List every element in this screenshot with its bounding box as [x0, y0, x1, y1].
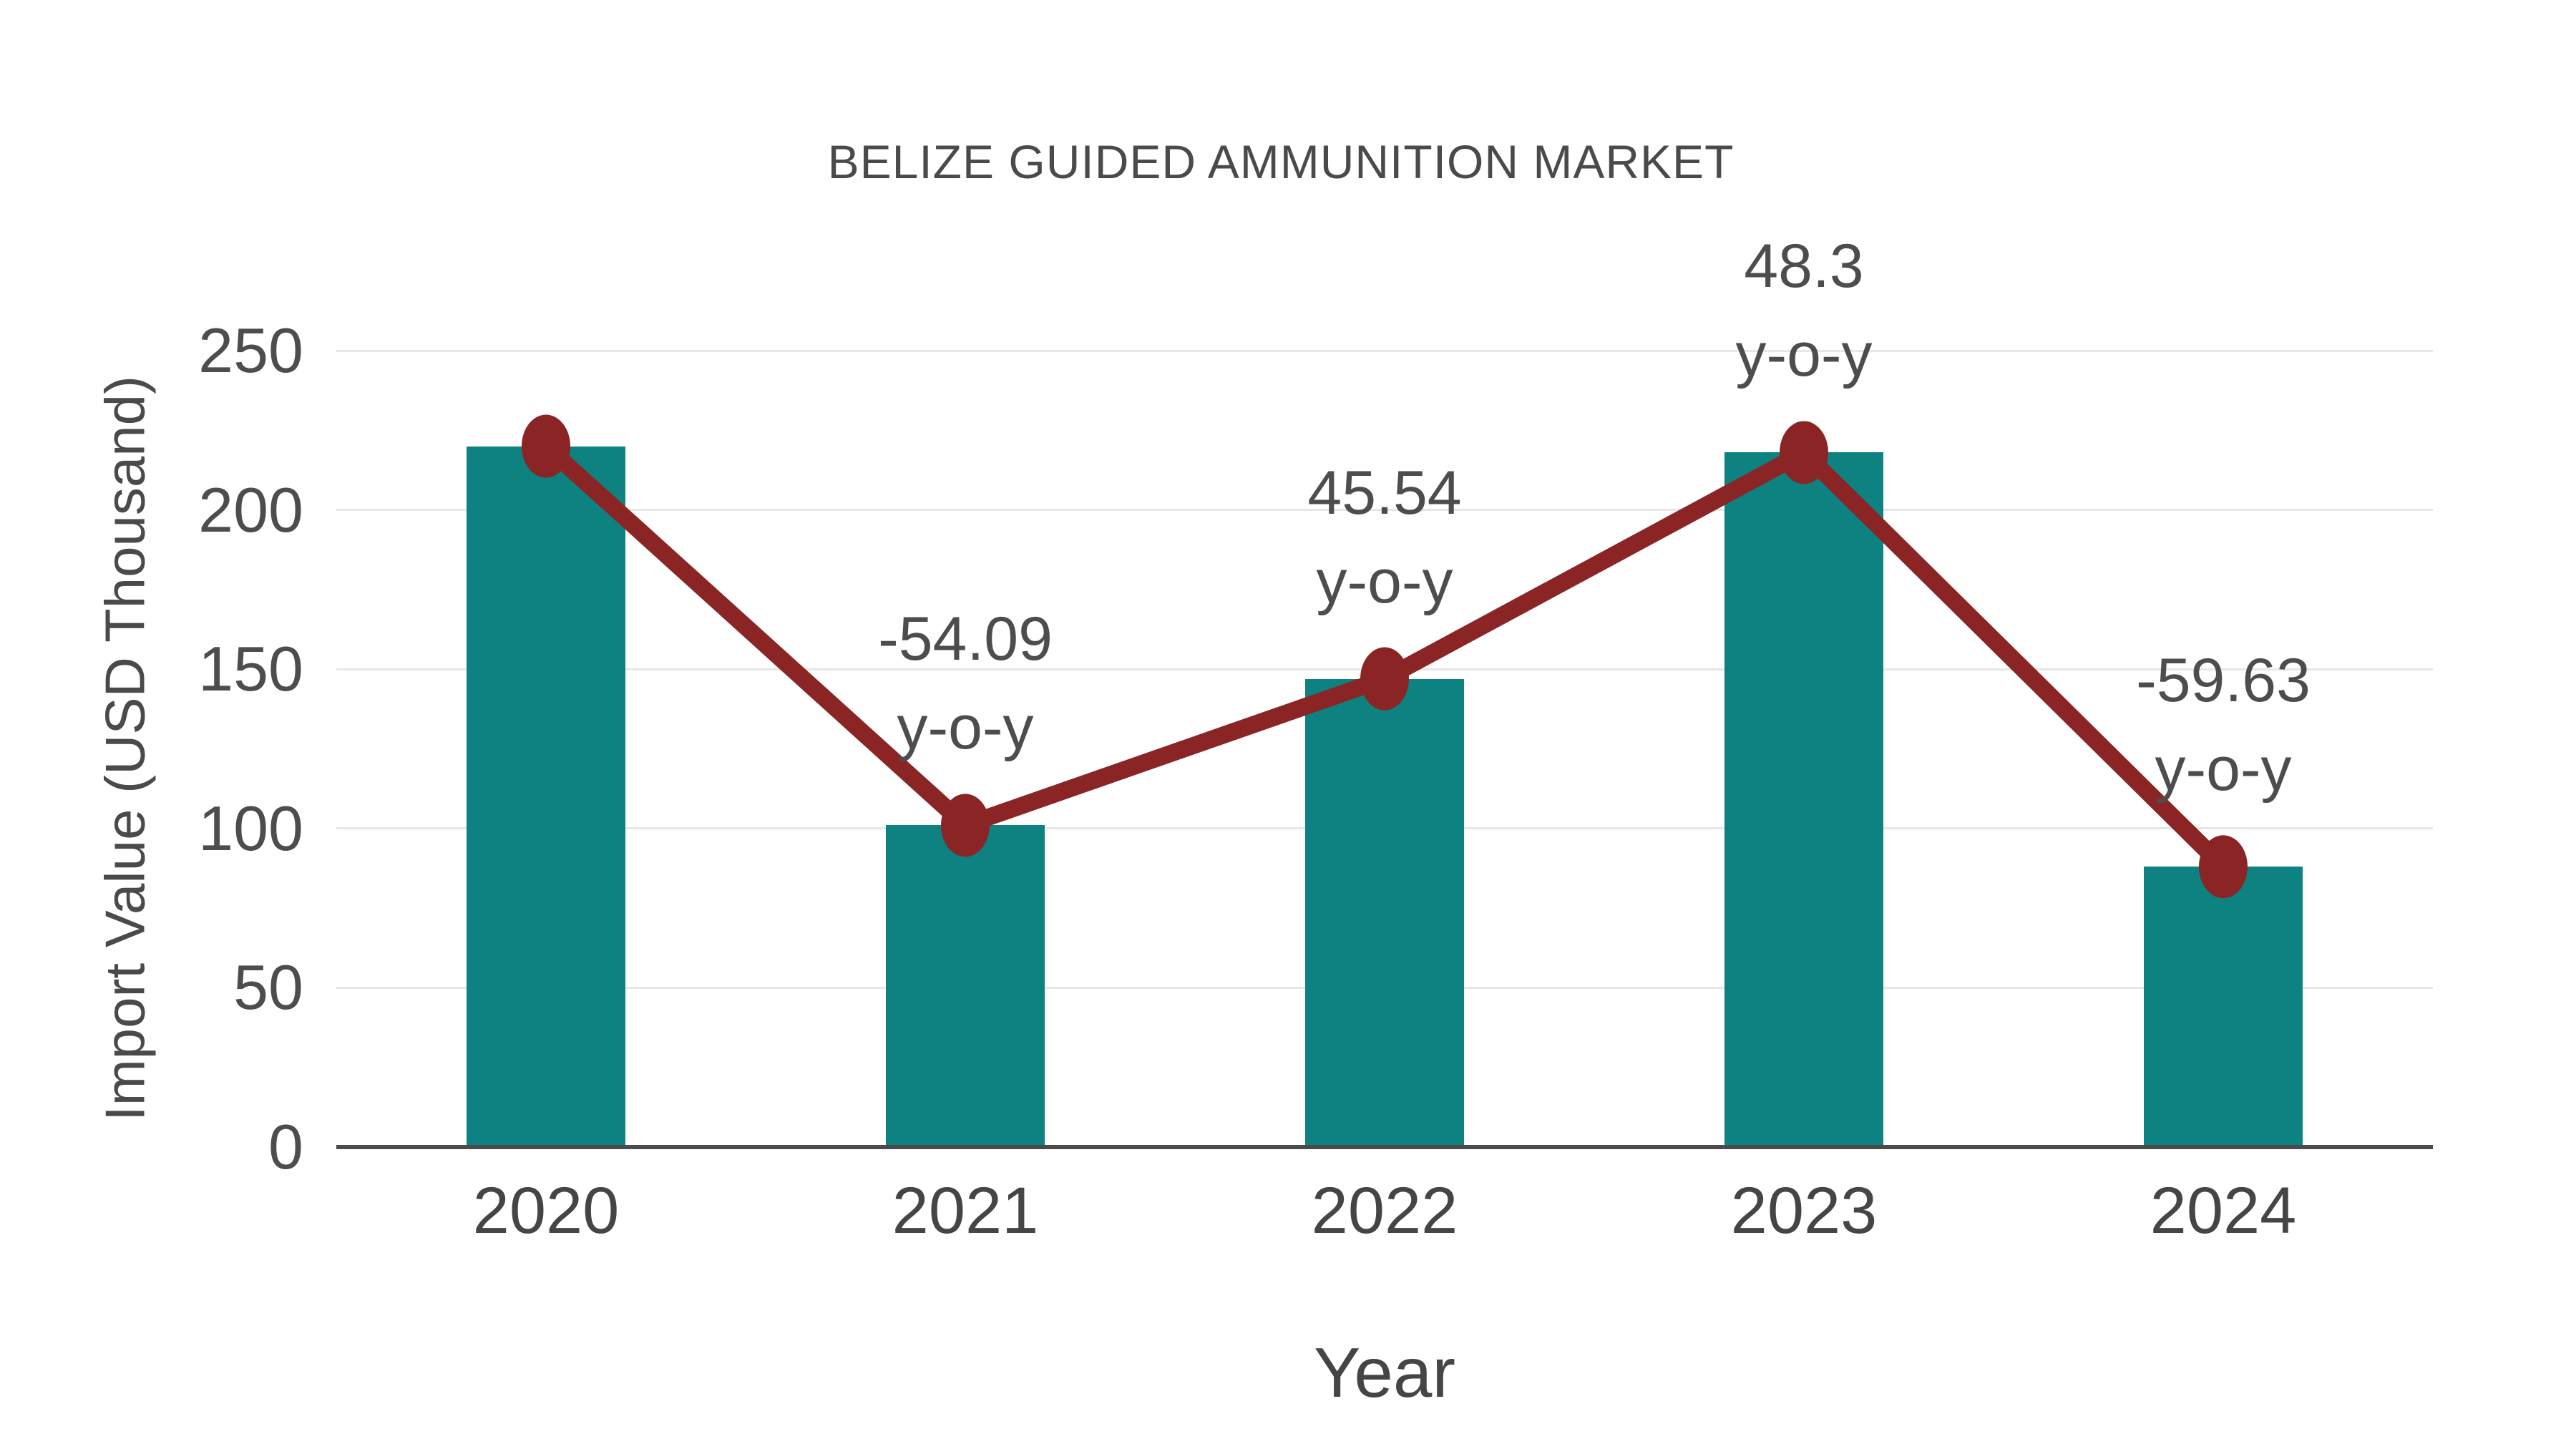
yoy-suffix-2024: y-o-y: [2155, 735, 2292, 804]
y-tick-label-150: 150: [198, 633, 303, 705]
yoy-value-2024: -59.63: [2136, 646, 2311, 716]
gridline-250: [336, 349, 2433, 352]
y-axis-title: Import Value (USD Thousand): [93, 376, 157, 1121]
yoy-suffix-2021: y-o-y: [897, 693, 1034, 763]
yoy-annotation-2021: -54.09 y-o-y: [715, 595, 1216, 772]
bar-2022: [1305, 678, 1464, 1147]
bar-2024: [2144, 867, 2303, 1147]
line-marker-2021: [941, 794, 990, 857]
line-marker-2023: [1780, 421, 1828, 484]
line-marker-2022: [1360, 647, 1409, 711]
x-tick-label-2024: 2024: [2150, 1174, 2297, 1247]
y-tick-label-50: 50: [233, 952, 303, 1023]
line-marker-2024: [2199, 835, 2248, 899]
yoy-suffix-2022: y-o-y: [1316, 547, 1453, 616]
line-marker-2020: [522, 414, 570, 478]
line-series-layer: [522, 414, 2248, 899]
x-tick-label-2022: 2022: [1311, 1174, 1458, 1247]
chart-title: BELIZE GUIDED AMMUNITION MARKET: [827, 135, 1735, 188]
bar-2023: [1724, 452, 1883, 1147]
y-tick-label-200: 200: [198, 474, 303, 545]
plot-area: -54.09 y-o-y 45.54 y-o-y 48.3 y-o-y -59.63 y-o-…: [336, 232, 2433, 1149]
x-axis-title: Year: [1313, 1333, 1455, 1412]
y-tick-label-100: 100: [198, 792, 303, 864]
y-tick-label-250: 250: [198, 315, 303, 386]
y-tick-label-0: 0: [268, 1111, 303, 1182]
yoy-suffix-2023: y-o-y: [1735, 321, 1873, 390]
x-tick-label-2023: 2023: [1730, 1174, 1878, 1247]
x-axis-line: [336, 1145, 2433, 1149]
yoy-annotation-2023: 48.3 y-o-y: [1553, 222, 2054, 399]
x-tick-label-2020: 2020: [472, 1174, 620, 1247]
bar-2020: [467, 446, 625, 1147]
yoy-value-2021: -54.09: [878, 605, 1053, 674]
yoy-value-2023: 48.3: [1744, 232, 1864, 301]
yoy-annotation-2022: 45.54 y-o-y: [1134, 449, 1635, 626]
yoy-value-2022: 45.54: [1307, 458, 1462, 527]
gridline-200: [336, 509, 2433, 512]
x-tick-label-2021: 2021: [892, 1174, 1039, 1247]
yoy-annotation-2024: -59.63 y-o-y: [1973, 636, 2474, 814]
bar-2021: [886, 825, 1045, 1147]
